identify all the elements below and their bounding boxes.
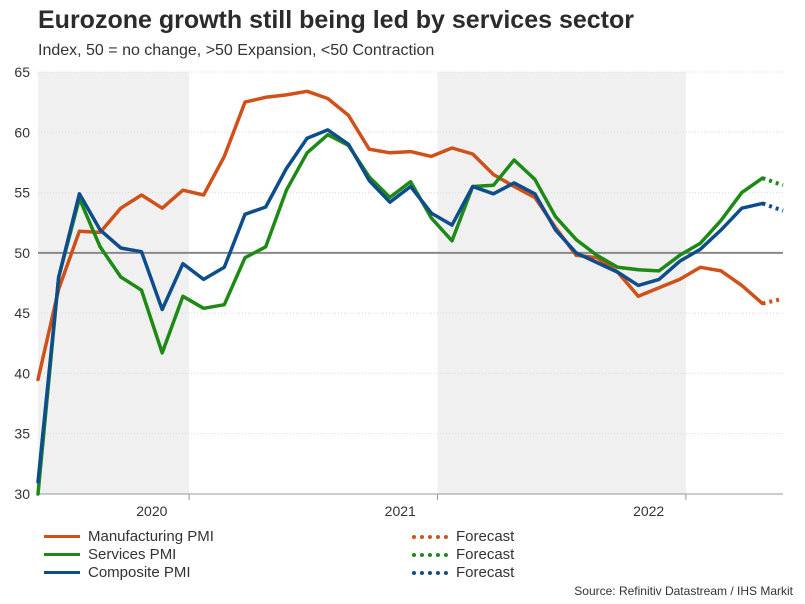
- legend-swatch-manufacturing: [44, 535, 80, 538]
- legend-swatch-services: [44, 553, 80, 556]
- legend-forecast-composite: Forecast: [412, 564, 514, 581]
- legend-manufacturing: Manufacturing PMI: [44, 528, 214, 545]
- y-tick-label: 50: [14, 245, 30, 261]
- legend-services: Services PMI: [44, 546, 176, 563]
- legend-label-forecast-manufacturing: Forecast: [456, 528, 515, 545]
- x-tick-label-2020: 2020: [136, 503, 167, 519]
- y-tick-label: 30: [14, 486, 30, 502]
- x-tick-label-2022: 2022: [633, 503, 664, 519]
- x-axis-year-labels: 2020202120222023: [136, 503, 664, 519]
- legend-composite: Composite PMI: [44, 564, 191, 581]
- forecast-line-manufacturing: [762, 296, 784, 306]
- legend-label-composite: Composite PMI: [88, 564, 191, 581]
- series-line-composite: [36, 128, 765, 484]
- source-note: Source: Refinitiv Datastream / IHS Marki…: [574, 584, 793, 598]
- forecast-line-composite: [761, 201, 784, 213]
- y-tick-label: 45: [14, 305, 30, 321]
- chart-title: Eurozone growth still being led by servi…: [38, 6, 634, 34]
- chart-subtitle: Index, 50 = no change, >50 Expansion, <5…: [38, 42, 435, 59]
- y-tick-label: 35: [14, 426, 30, 442]
- legend-swatch-composite: [44, 571, 80, 574]
- shaded-year-band: [38, 72, 190, 494]
- gridlines: [38, 71, 783, 500]
- y-tick-label: 65: [14, 64, 30, 80]
- legend-swatch-forecast-composite: [412, 570, 448, 575]
- legend-label-manufacturing: Manufacturing PMI: [88, 528, 214, 545]
- y-axis-ticks: 30 35 40 45 50 55 60 65: [14, 64, 30, 502]
- y-tick-label: 55: [14, 185, 30, 201]
- legend-swatch-forecast-manufacturing: [412, 534, 448, 539]
- forecast-line-services: [761, 176, 784, 188]
- legend-label-services: Services PMI: [88, 546, 177, 563]
- y-tick-label: 40: [14, 365, 30, 381]
- legend-forecast-services: Forecast: [412, 546, 514, 563]
- series-line-services: [36, 132, 765, 496]
- legend-swatch-forecast-services: [412, 552, 448, 557]
- legend-forecast-manufacturing: Forecast: [412, 528, 514, 545]
- series-lines: [36, 89, 784, 496]
- y-tick-label: 60: [14, 124, 30, 140]
- x-tick-label-2021: 2021: [385, 503, 416, 519]
- series-line-manufacturing: [36, 89, 765, 382]
- legend-label-forecast-composite: Forecast: [456, 564, 515, 581]
- legend-label-forecast-services: Forecast: [456, 546, 515, 563]
